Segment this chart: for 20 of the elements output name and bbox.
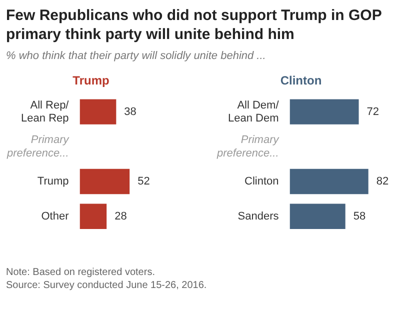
data-label: 82 (376, 176, 389, 188)
source-note: Source: Survey conducted June 15-26, 2016. (6, 279, 207, 292)
y-tick-label: Sanders (238, 210, 280, 222)
y-tick-label: All Dem/ Lean Dem (228, 99, 280, 124)
y-tick-label: All Rep/ Lean Rep (21, 99, 70, 124)
y-tick-label: Primary preference... (216, 134, 280, 160)
chart-title: Trump (72, 74, 110, 88)
y-tick-label: Clinton (244, 176, 279, 188)
data-label: 52 (138, 176, 150, 188)
chart-title: Clinton (280, 74, 322, 88)
y-tick-label: Trump (37, 176, 69, 188)
data-label: 72 (366, 106, 380, 118)
data-label: 28 (114, 210, 127, 222)
y-tick-label: Primary preference... (6, 134, 70, 160)
data-label: 58 (353, 210, 366, 222)
y-tick-label: Other (41, 210, 70, 222)
data-label: 38 (124, 106, 136, 118)
text: % who think that their party will solidly unite behind ... (6, 50, 266, 62)
text: Note: Based on registered voters. (6, 266, 156, 279)
text: Few Republicans who did not support Trump in GOP primary think party will unite behind him (6, 6, 383, 44)
